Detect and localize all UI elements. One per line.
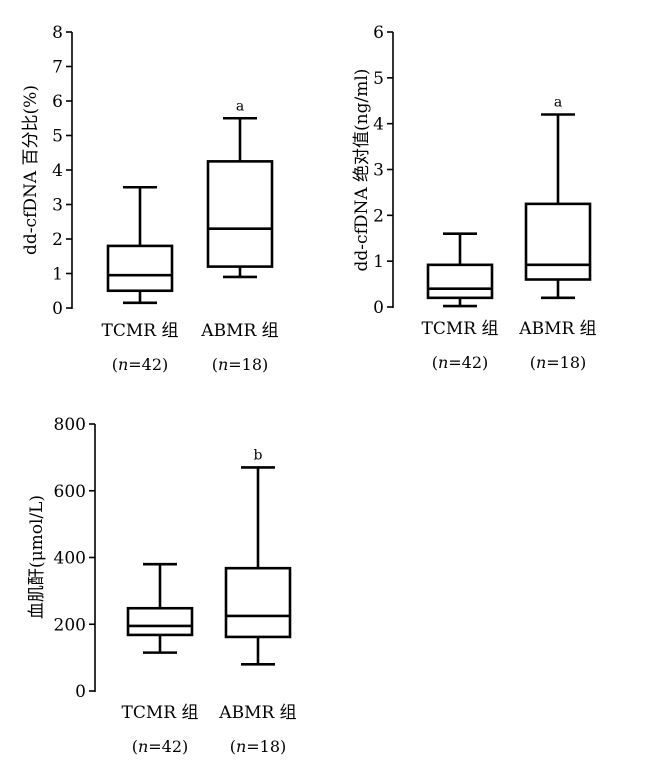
y-tick-label: 200: [54, 615, 86, 635]
category-label: TCMR 组: [422, 319, 499, 339]
box-1: [106, 185, 174, 305]
chart-panel-2: 0 1 2 3 4 5 6 dd-cfDNA 绝对值(ng/ml) TCMR 组 (n=42) a A…: [352, 23, 597, 372]
sample-size-label: (n=42): [432, 353, 489, 372]
box-2: b: [224, 447, 292, 666]
category-label: ABMR 组: [200, 321, 278, 341]
significance-mark: a: [554, 95, 562, 111]
iqr-box: [126, 606, 194, 637]
y-tick-label: 6: [52, 92, 63, 112]
category-label: TCMR 组: [122, 703, 199, 723]
iqr-box: [426, 263, 494, 300]
y-tick-label: 3: [52, 196, 63, 216]
y-tick-label: 5: [52, 127, 63, 147]
y-tick-label: 5: [373, 69, 384, 89]
box-2: a: [524, 95, 592, 300]
y-tick-label: 1: [373, 252, 384, 272]
iqr-box: [524, 202, 592, 281]
y-tick-label: 0: [52, 299, 63, 319]
significance-mark: a: [236, 98, 244, 114]
y-tick-label: 0: [373, 298, 384, 318]
significance-mark: b: [254, 447, 263, 463]
iqr-box: [206, 160, 274, 268]
iqr-box: [106, 244, 174, 293]
sample-size-label: (n=18): [530, 353, 587, 372]
y-tick-label: 0: [75, 682, 86, 702]
y-tick-label: 600: [54, 482, 86, 502]
iqr-box: [224, 566, 292, 639]
box-1: [126, 562, 194, 654]
category-label: ABMR 组: [218, 703, 296, 723]
box-2: a: [206, 98, 274, 279]
y-axis-label: 血肌酐(μmol/L): [27, 495, 47, 619]
y-tick-label: 4: [373, 115, 384, 135]
y-axis-label: dd-cfDNA 百分比(%): [21, 85, 41, 255]
y-tick-label: 8: [52, 23, 63, 43]
y-tick-label: 2: [373, 206, 384, 226]
sample-size-label: (n=42): [132, 737, 189, 756]
y-tick-label: 1: [52, 265, 63, 285]
category-label: ABMR 组: [518, 319, 596, 339]
y-tick-label: 7: [52, 58, 63, 78]
y-tick-label: 3: [373, 161, 384, 181]
y-tick-label: 400: [54, 549, 86, 569]
y-axis-label: dd-cfDNA 绝对值(ng/ml): [352, 69, 372, 272]
sample-size-label: (n=18): [212, 355, 269, 374]
y-tick-label: 800: [54, 415, 86, 435]
y-tick-label: 4: [52, 161, 63, 181]
y-tick-label: 2: [52, 230, 63, 250]
sample-size-label: (n=42): [112, 355, 169, 374]
sample-size-label: (n=18): [230, 737, 287, 756]
category-label: TCMR 组: [102, 321, 179, 341]
y-tick-label: 6: [373, 23, 384, 43]
chart-panel-1: 0 1 2 3 4 5 6 7 8 dd-cfDNA 百分比(%) TCMR 组 (n=42) a ABM…: [21, 23, 279, 374]
box-1: [426, 232, 494, 308]
chart-panel-3: 0 200 400 600 800 血肌酐(μmol/L) TCMR 组 (n=42) b ABM…: [27, 415, 297, 756]
